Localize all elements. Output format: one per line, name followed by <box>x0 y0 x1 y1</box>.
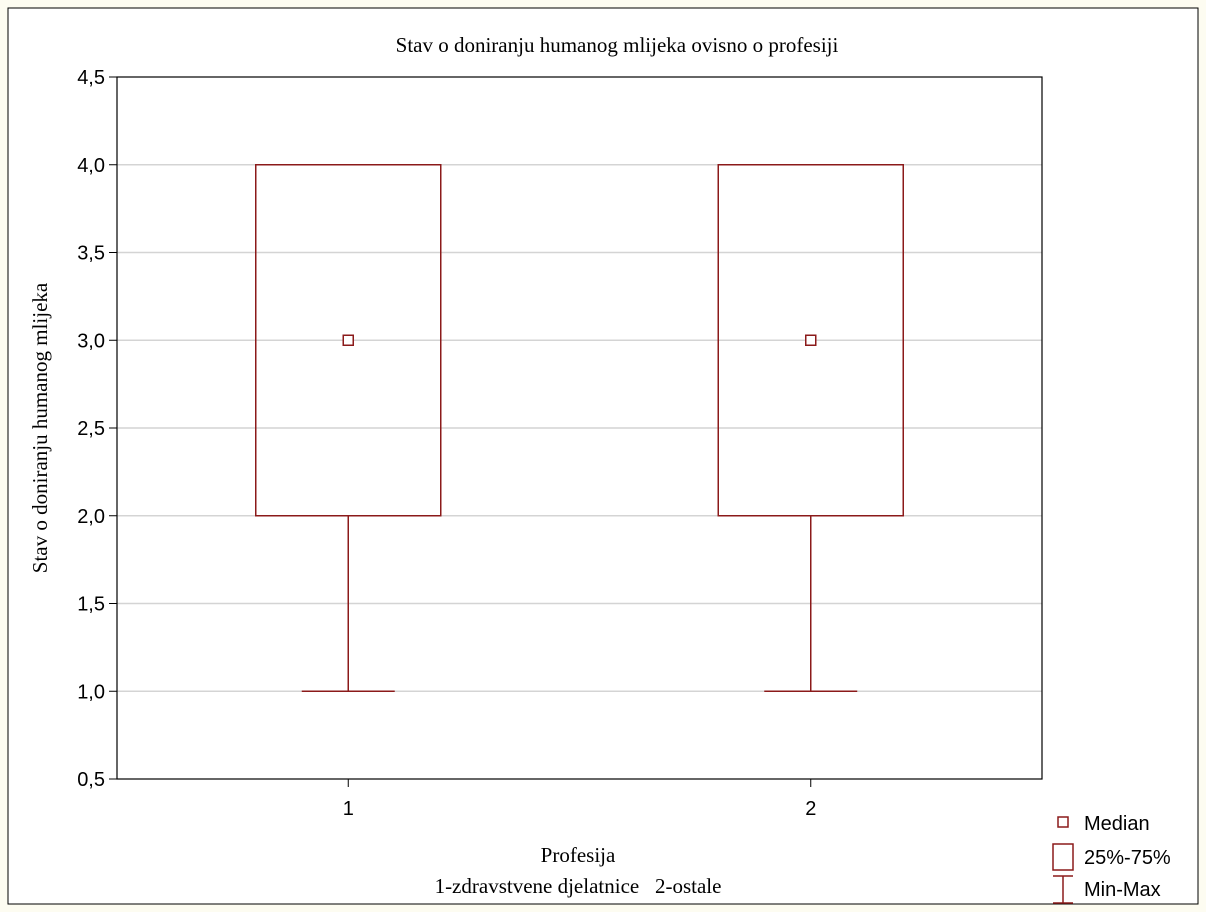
x-tick-label: 2 <box>805 798 816 820</box>
x-tick-label: 1 <box>343 798 354 820</box>
legend-whisker-icon <box>1053 875 1073 904</box>
y-axis-label: Stav o doniranju humanog mlijeka <box>28 282 52 573</box>
legend-median-icon <box>1057 816 1069 828</box>
y-tick-label: 2,0 <box>77 506 105 528</box>
chart-title: Stav o doniranju humanog mlijeka ovisno … <box>396 33 839 57</box>
median-marker <box>342 334 354 346</box>
legend-item: Min-Max <box>1053 875 1161 904</box>
y-tick-label: 1,5 <box>77 594 105 616</box>
legend: Median 25%-75% Min-Max <box>1052 813 1171 904</box>
legend-item: Median <box>1057 813 1150 835</box>
y-tick-label: 3,5 <box>77 243 105 265</box>
y-tick-label: 0,5 <box>77 769 105 791</box>
iqr-box <box>255 164 442 517</box>
y-tick-label: 2,5 <box>77 418 105 440</box>
x-axis-label: Profesija <box>541 843 616 867</box>
y-axis: 0,5 1,0 1,5 2,0 2,5 3,0 3,5 4,0 4,5 <box>77 67 117 791</box>
y-tick-label: 3,0 <box>77 330 105 352</box>
iqr-box <box>717 164 904 517</box>
legend-label: Median <box>1084 813 1150 835</box>
x-axis-sublabel: 1-zdravstvene djelatnice 2-ostale <box>435 874 722 898</box>
legend-label: Min-Max <box>1084 879 1161 901</box>
box-series <box>255 164 904 692</box>
legend-label: 25%-75% <box>1084 847 1171 869</box>
box-2 <box>717 164 904 692</box>
y-tick-label: 4,5 <box>77 67 105 89</box>
legend-box-icon <box>1052 843 1074 871</box>
median-marker <box>805 334 817 346</box>
chart-background <box>7 7 1199 905</box>
plot-area-border <box>116 76 1043 780</box>
legend-item: 25%-75% <box>1052 843 1171 871</box>
box-1 <box>255 164 442 692</box>
y-tick-label: 4,0 <box>77 155 105 177</box>
y-tick-label: 1,0 <box>77 681 105 703</box>
